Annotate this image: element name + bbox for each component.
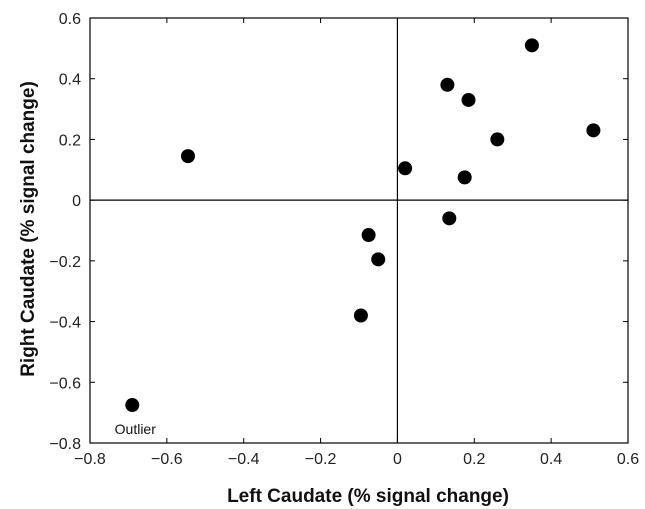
x-tick-label: 0.4 — [540, 451, 562, 468]
data-point — [180, 149, 195, 164]
data-point — [353, 308, 368, 323]
data-point — [398, 161, 413, 176]
y-axis-title: Right Caudate (% signal change) — [18, 81, 39, 377]
data-point — [371, 252, 386, 267]
data-point — [361, 228, 376, 243]
y-tick-label: 0 — [72, 193, 81, 210]
data-point — [457, 170, 472, 185]
outlier-annotation: Outlier — [115, 421, 157, 437]
y-tick-label: 0.4 — [59, 72, 81, 89]
plot-frame — [89, 17, 629, 444]
data-point — [524, 38, 539, 53]
data-point — [586, 123, 601, 138]
data-point — [461, 92, 476, 107]
x-tick-label: −0.8 — [74, 451, 106, 468]
y-tick-label: −0.2 — [49, 254, 81, 271]
data-point — [440, 77, 455, 92]
x-tick-label: 0.6 — [617, 451, 639, 468]
y-tick-label: 0.2 — [59, 132, 81, 149]
x-tick-label: 0 — [393, 451, 402, 468]
plot-area: −0.8 −0.6 −0.4 −0.2 0 0.2 0.4 0.6 −0.8 −0.6 −0.4 −0… — [49, 11, 639, 468]
x-tick-label: −0.4 — [228, 451, 260, 468]
y-tick-label: −0.8 — [49, 436, 81, 453]
x-axis-title: Left Caudate (% signal change) — [227, 486, 509, 507]
x-tick-label: −0.2 — [305, 451, 337, 468]
y-tick-label: −0.6 — [49, 375, 81, 392]
data-point — [125, 398, 140, 413]
data-point — [490, 132, 505, 147]
y-tick-label: −0.4 — [49, 315, 81, 332]
x-tick-label: 0.2 — [463, 451, 485, 468]
data-point — [442, 211, 457, 226]
x-tick-label: −0.6 — [151, 451, 183, 468]
y-tick-label: 0.6 — [59, 11, 81, 28]
